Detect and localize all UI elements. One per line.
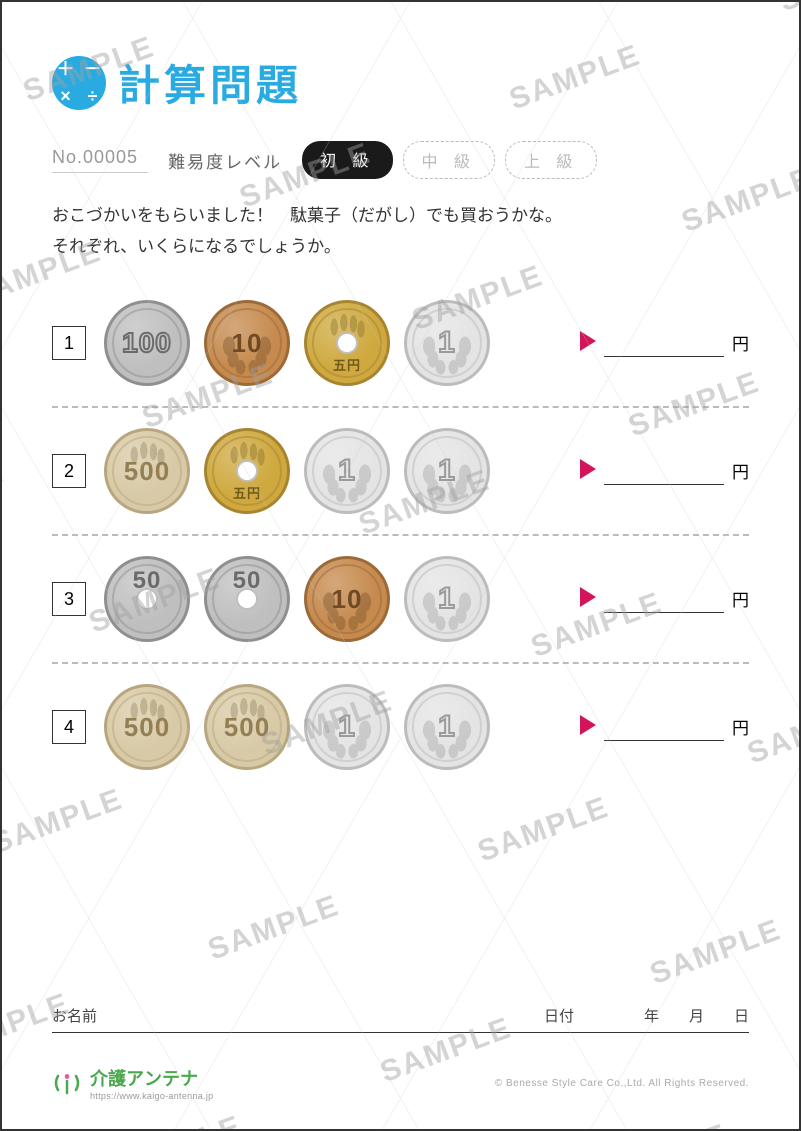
coin-1-yen: 1 <box>404 684 490 770</box>
coin-50-yen: 50 <box>104 556 190 642</box>
coins-group: 500五円11 <box>104 428 568 514</box>
worksheet-number: No.00005 <box>52 147 148 173</box>
coin-1-yen: 1 <box>304 428 390 514</box>
coin-1-yen: 1 <box>404 428 490 514</box>
coin-500-yen: 500 <box>104 428 190 514</box>
coin-500-yen: 500 <box>104 684 190 770</box>
page-title: 計算問題 <box>118 52 302 113</box>
coins-group: 50050011 <box>104 684 568 770</box>
coin-5-yen: 五円 <box>304 300 390 386</box>
problem-row: 450050011円 <box>52 670 749 784</box>
month-label: 月 <box>689 1005 704 1026</box>
math-operators-badge: ＋－×÷ <box>52 56 106 110</box>
name-label: お名前 <box>52 1005 97 1026</box>
arrow-icon <box>580 331 596 351</box>
arrow-icon <box>580 459 596 479</box>
coin-10-yen: 10 <box>204 300 290 386</box>
yen-unit: 円 <box>732 330 749 355</box>
answer-field: 円 <box>580 586 749 613</box>
day-label: 日 <box>734 1005 749 1026</box>
antenna-icon <box>52 1068 82 1098</box>
problem-row: 110010五円1円 <box>52 286 749 400</box>
answer-blank[interactable] <box>604 459 724 485</box>
coin-10-yen: 10 <box>304 556 390 642</box>
arrow-icon <box>580 587 596 607</box>
coin-1-yen: 1 <box>404 300 490 386</box>
answer-blank[interactable] <box>604 587 724 613</box>
coin-500-yen: 500 <box>204 684 290 770</box>
instructions-text: おこづかいをもらいました！ 駄菓子（だがし）でも買おうかな。それぞれ、いくらにな… <box>52 201 749 262</box>
answer-blank[interactable] <box>604 331 724 357</box>
worksheet-page: SAMPLESAMPLESAMPLESAMPLESAMPLESAMPLESAMP… <box>0 0 801 1131</box>
difficulty-pill: 上 級 <box>505 141 597 179</box>
coin-1-yen: 1 <box>404 556 490 642</box>
date-label: 日付 <box>544 1005 574 1026</box>
problem-row: 2500五円11円 <box>52 414 749 528</box>
logo-url: https://www.kaigo-antenna.jp <box>90 1091 213 1101</box>
coins-group: 10010五円1 <box>104 300 568 386</box>
difficulty-label: 難易度レベル <box>168 148 282 173</box>
question-number: 2 <box>52 454 86 488</box>
question-number: 1 <box>52 326 86 360</box>
difficulty-pill: 初 級 <box>302 141 392 179</box>
footer-fields: お名前 日付 年 月 日 <box>52 1005 749 1033</box>
problems-list: 110010五円1円2500五円11円35050101円450050011円 <box>52 286 749 784</box>
coin-5-yen: 五円 <box>204 428 290 514</box>
coin-1-yen: 1 <box>304 684 390 770</box>
answer-field: 円 <box>580 458 749 485</box>
yen-unit: 円 <box>732 714 749 739</box>
problem-row: 35050101円 <box>52 542 749 656</box>
question-number: 3 <box>52 582 86 616</box>
coins-group: 5050101 <box>104 556 568 642</box>
logo: 介護アンテナ https://www.kaigo-antenna.jp <box>52 1065 213 1101</box>
answer-field: 円 <box>580 714 749 741</box>
yen-unit: 円 <box>732 586 749 611</box>
logo-text: 介護アンテナ <box>90 1065 213 1091</box>
year-label: 年 <box>644 1005 659 1026</box>
answer-blank[interactable] <box>604 715 724 741</box>
difficulty-levels: 初 級中 級上 級 <box>302 141 597 179</box>
meta-row: No.00005 難易度レベル 初 級中 級上 級 <box>52 141 749 179</box>
coin-100-yen: 100 <box>104 300 190 386</box>
difficulty-pill: 中 級 <box>403 141 495 179</box>
header: ＋－×÷ 計算問題 <box>52 52 749 113</box>
answer-field: 円 <box>580 330 749 357</box>
copyright-text: © Benesse Style Care Co.,Ltd. All Rights… <box>495 1078 749 1089</box>
branding-row: 介護アンテナ https://www.kaigo-antenna.jp © Be… <box>52 1065 749 1101</box>
coin-50-yen: 50 <box>204 556 290 642</box>
yen-unit: 円 <box>732 458 749 483</box>
arrow-icon <box>580 715 596 735</box>
question-number: 4 <box>52 710 86 744</box>
